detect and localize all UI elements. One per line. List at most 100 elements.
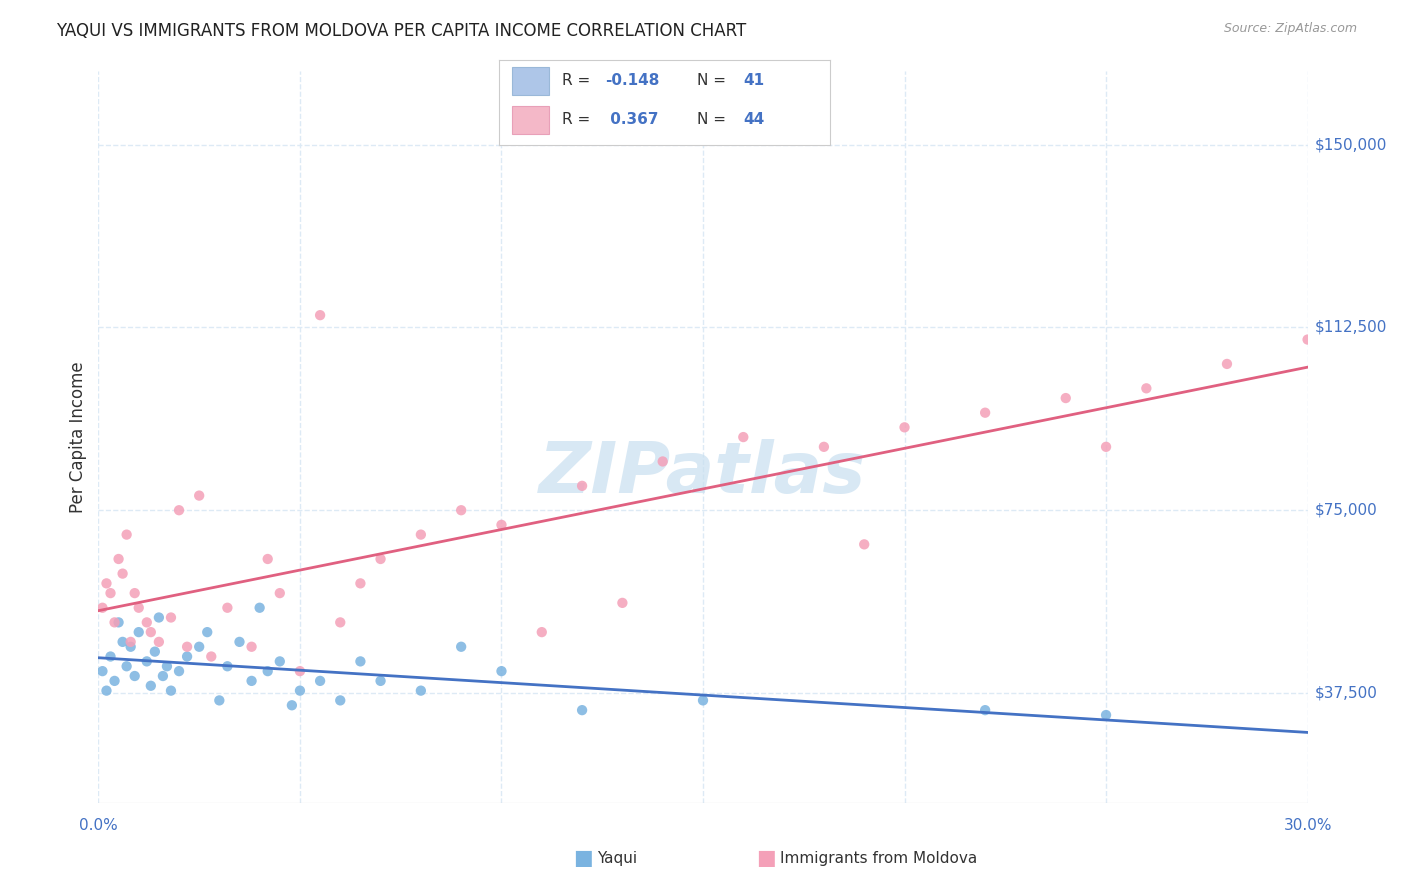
Text: N =: N = <box>697 73 727 88</box>
Point <box>409 527 432 541</box>
Point <box>124 669 146 683</box>
Point <box>409 683 432 698</box>
Point <box>217 659 239 673</box>
Text: 44: 44 <box>744 112 765 128</box>
Point <box>309 673 332 688</box>
Point <box>135 654 157 668</box>
Text: 0.367: 0.367 <box>605 112 658 128</box>
Point <box>115 527 138 541</box>
Text: Yaqui: Yaqui <box>598 851 638 865</box>
Point <box>139 679 162 693</box>
Point <box>167 664 190 678</box>
Point <box>1216 357 1239 371</box>
Point <box>329 693 352 707</box>
Point <box>893 420 915 434</box>
Point <box>160 610 183 624</box>
Point <box>249 600 271 615</box>
Point <box>96 576 118 591</box>
Point <box>217 600 239 615</box>
Point <box>188 640 211 654</box>
Point <box>571 479 593 493</box>
Point <box>370 673 392 688</box>
Point <box>288 683 311 698</box>
Point <box>281 698 304 713</box>
Point <box>491 517 513 532</box>
Point <box>450 503 472 517</box>
Point <box>288 664 311 678</box>
Point <box>148 610 170 624</box>
Point <box>1296 333 1319 347</box>
Point <box>107 615 129 630</box>
Point <box>135 615 157 630</box>
Text: $37,500: $37,500 <box>1315 686 1378 700</box>
FancyBboxPatch shape <box>512 105 548 135</box>
Text: Source: ZipAtlas.com: Source: ZipAtlas.com <box>1223 22 1357 36</box>
Point <box>571 703 593 717</box>
Point <box>491 664 513 678</box>
Point <box>450 640 472 654</box>
Point <box>240 640 263 654</box>
Text: ■: ■ <box>574 848 593 868</box>
Point <box>1095 708 1118 723</box>
Point <box>228 635 250 649</box>
Point <box>148 635 170 649</box>
Point <box>349 654 371 668</box>
Point <box>103 673 125 688</box>
Point <box>240 673 263 688</box>
Point <box>813 440 835 454</box>
Point <box>176 649 198 664</box>
Text: -0.148: -0.148 <box>605 73 659 88</box>
Point <box>692 693 714 707</box>
Point <box>1135 381 1157 395</box>
Point <box>152 669 174 683</box>
Text: R =: R = <box>562 112 591 128</box>
Point <box>124 586 146 600</box>
Point <box>91 600 114 615</box>
Point <box>128 600 150 615</box>
Point <box>200 649 222 664</box>
Point <box>974 406 997 420</box>
Text: $112,500: $112,500 <box>1315 320 1386 334</box>
Point <box>111 635 134 649</box>
Point <box>91 664 114 678</box>
Point <box>156 659 179 673</box>
Text: N =: N = <box>697 112 727 128</box>
Text: 30.0%: 30.0% <box>1284 818 1331 832</box>
Point <box>329 615 352 630</box>
Point <box>115 659 138 673</box>
Point <box>269 654 291 668</box>
Text: Immigrants from Moldova: Immigrants from Moldova <box>780 851 977 865</box>
Point <box>349 576 371 591</box>
Point <box>111 566 134 581</box>
Point <box>1095 440 1118 454</box>
Point <box>208 693 231 707</box>
Text: ZIPatlas: ZIPatlas <box>540 439 866 508</box>
Point <box>103 615 125 630</box>
Text: ■: ■ <box>756 848 776 868</box>
Point <box>120 640 142 654</box>
Text: 41: 41 <box>744 73 765 88</box>
Point <box>530 625 553 640</box>
Point <box>256 664 278 678</box>
Point <box>195 625 218 640</box>
Point <box>853 537 876 551</box>
Point <box>120 635 142 649</box>
Text: 0.0%: 0.0% <box>79 818 118 832</box>
Point <box>100 586 122 600</box>
Point <box>370 552 392 566</box>
Point <box>733 430 755 444</box>
Point <box>143 645 166 659</box>
Point <box>167 503 190 517</box>
Point <box>128 625 150 640</box>
Point <box>107 552 129 566</box>
Point <box>139 625 162 640</box>
Point <box>309 308 332 322</box>
Y-axis label: Per Capita Income: Per Capita Income <box>69 361 87 513</box>
Text: YAQUI VS IMMIGRANTS FROM MOLDOVA PER CAPITA INCOME CORRELATION CHART: YAQUI VS IMMIGRANTS FROM MOLDOVA PER CAP… <box>56 22 747 40</box>
Text: $75,000: $75,000 <box>1315 503 1378 517</box>
Point <box>176 640 198 654</box>
FancyBboxPatch shape <box>512 67 548 95</box>
Text: R =: R = <box>562 73 591 88</box>
Text: $150,000: $150,000 <box>1315 137 1386 152</box>
Point <box>160 683 183 698</box>
